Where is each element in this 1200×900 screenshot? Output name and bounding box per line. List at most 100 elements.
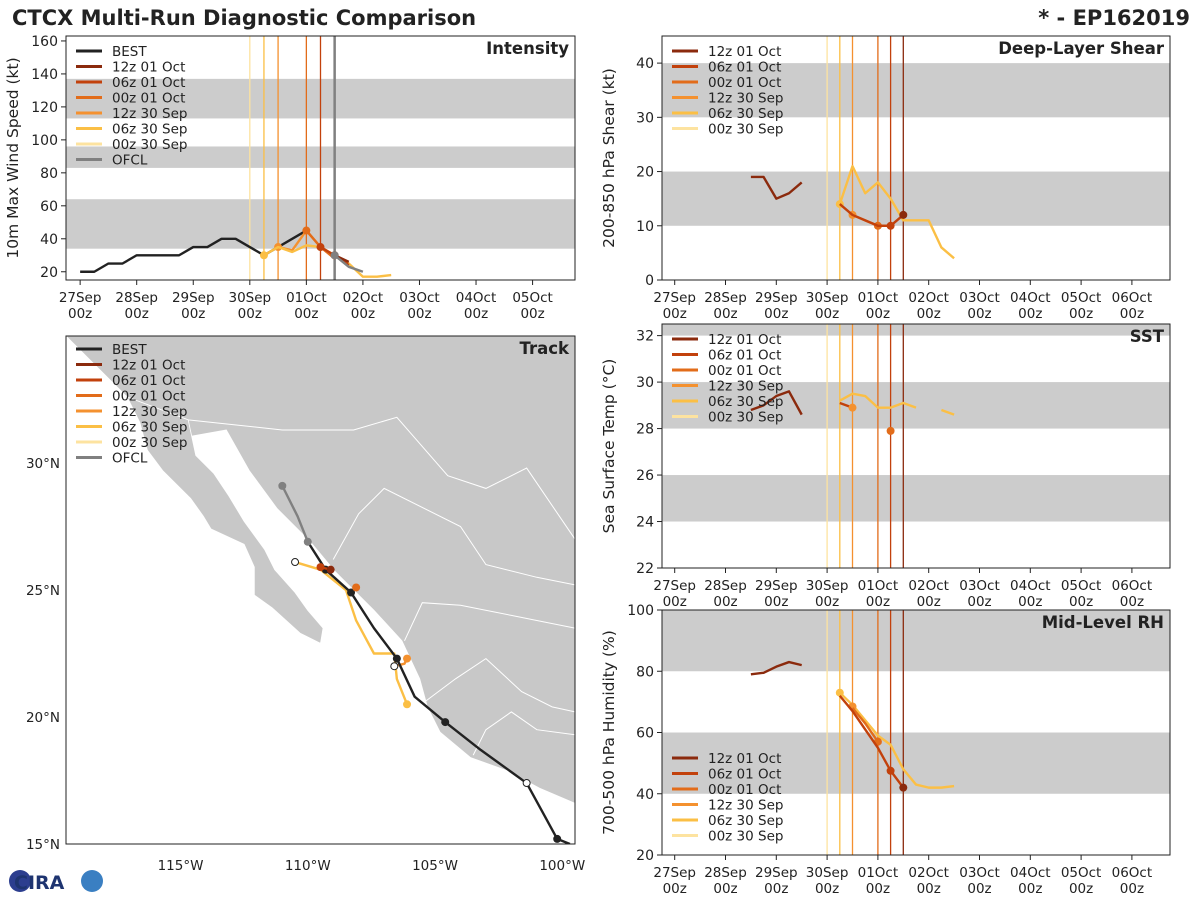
sst-ytick-label: 28	[636, 422, 654, 438]
shear-xtick-label: 00z	[1069, 306, 1093, 322]
sst-xtick-label: 04Oct	[1010, 578, 1051, 594]
intensity-ytick-label: 120	[31, 100, 58, 116]
track-state-border	[404, 602, 575, 642]
rh-xtick-label: 00z	[1120, 881, 1144, 897]
sst-plot-bg	[662, 324, 1170, 568]
shear-legend-label: 12z 01 Oct	[708, 44, 781, 60]
shear-ytick-label: 20	[636, 165, 654, 181]
track-legend-label: 06z 01 Oct	[112, 373, 185, 389]
intensity-plot-area	[66, 36, 575, 280]
intensity-ylabel: 10m Max Wind Speed (kt)	[4, 57, 22, 258]
rh-panel-label: Mid-Level RH	[1042, 613, 1164, 632]
sst-ytick-label: 22	[636, 561, 654, 577]
rh-series-line	[851, 707, 879, 743]
sst-ytick-label: 32	[636, 329, 654, 345]
sst-xtick-label: 28Sep	[704, 578, 747, 594]
sst-xtick-label: 27Sep	[653, 578, 696, 594]
sst-plot-area	[662, 324, 1170, 568]
sst-ylabel: Sea Surface Temp (°C)	[600, 359, 618, 534]
shear-series-marker	[899, 210, 908, 219]
track-land-baja	[126, 396, 324, 644]
rh-legend-label: 00z 01 Oct	[708, 782, 781, 798]
intensity-xtick-label: 00z	[407, 306, 431, 322]
sst-xtick-label: 03Oct	[959, 578, 1000, 594]
track-lat-label: 15°N	[26, 837, 60, 853]
shear-legend-label: 06z 01 Oct	[708, 60, 781, 76]
intensity-legend-label: 12z 01 Oct	[112, 60, 185, 76]
intensity-legend-label: OFCL	[112, 153, 148, 169]
intensity-xtick-label: 30Sep	[228, 290, 271, 306]
rh-xtick-label: 00z	[764, 881, 788, 897]
rh-ylabel: 700-500 hPa Humidity (%)	[600, 630, 618, 835]
sst-xtick-label: 00z	[713, 594, 737, 610]
sst-panel: 22242628303227Sep00z28Sep00z29Sep00z30Se…	[600, 323, 1171, 610]
rh-xtick-label: 00z	[967, 881, 991, 897]
rh-xtick-label: 00z	[1069, 881, 1093, 897]
intensity-legend-label: 00z 01 Oct	[112, 91, 185, 107]
intensity-legend-label: BEST	[112, 44, 147, 60]
track-legend-label: 00z 30 Sep	[112, 435, 187, 451]
sst-xtick-label: 00z	[1120, 594, 1144, 610]
track-marker	[352, 583, 361, 592]
shear-xtick-label: 00z	[1018, 306, 1042, 322]
sst-xtick-label: 00z	[815, 594, 839, 610]
rh-xtick-label: 27Sep	[653, 865, 696, 881]
track-legend-label: 00z 01 Oct	[112, 389, 185, 405]
track-lon-label: 110°W	[285, 858, 331, 874]
shear-xtick-label: 27Sep	[653, 290, 696, 306]
sst-legend-label: 06z 30 Sep	[708, 394, 783, 410]
sst-panel-label: SST	[1130, 327, 1165, 346]
rh-xtick-label: 00z	[866, 881, 890, 897]
intensity-ytick-label: 80	[40, 166, 58, 182]
sst-legend-label: 06z 01 Oct	[708, 348, 781, 364]
sst-series-line	[839, 392, 917, 409]
page-title: CTCX Multi-Run Diagnostic Comparison	[12, 6, 477, 30]
shear-legend-label: 06z 30 Sep	[708, 106, 783, 122]
intensity-xtick-label: 01Oct	[286, 290, 327, 306]
rh-legend-label: 12z 30 Sep	[708, 798, 783, 814]
rh-xtick-label: 00z	[713, 881, 737, 897]
sst-band	[662, 475, 1170, 522]
intensity-ytick-label: 160	[31, 34, 58, 50]
sst-xtick-label: 00z	[866, 594, 890, 610]
cira-logo: CIRA	[9, 870, 103, 894]
track-line	[281, 485, 309, 543]
shear-xtick-label: 01Oct	[858, 290, 899, 306]
intensity-ytick-label: 20	[40, 265, 58, 281]
shear-band	[662, 63, 1170, 118]
cira-logo-text: CIRA	[14, 872, 65, 894]
track-marker	[403, 654, 412, 663]
intensity-frame	[65, 35, 576, 281]
track-state-border	[188, 416, 575, 540]
sst-legend-label: 00z 30 Sep	[708, 410, 783, 426]
intensity-xtick-label: 00z	[238, 306, 262, 322]
track-legend-label: BEST	[112, 342, 147, 358]
rh-xtick-label: 30Sep	[806, 865, 849, 881]
shear-xtick-label: 00z	[967, 306, 991, 322]
shear-xtick-label: 04Oct	[1010, 290, 1051, 306]
shear-xtick-label: 00z	[663, 306, 687, 322]
sst-xtick-label: 29Sep	[755, 578, 798, 594]
track-legend-label: 06z 30 Sep	[112, 420, 187, 436]
shear-plot-area	[662, 36, 1170, 280]
intensity-panel-label: Intensity	[486, 39, 569, 58]
rh-legend-label: 06z 01 Oct	[708, 767, 781, 783]
track-marker	[392, 654, 401, 663]
track-marker	[278, 481, 287, 490]
shear-legend-label: 00z 01 Oct	[708, 75, 781, 91]
shear-xtick-label: 00z	[764, 306, 788, 322]
track-marker-open	[291, 558, 300, 567]
shear-panel-label: Deep-Layer Shear	[998, 39, 1165, 58]
intensity-xtick-label: 27Sep	[59, 290, 102, 306]
track-legend-label: 12z 01 Oct	[112, 358, 185, 374]
track-marker	[303, 537, 312, 546]
sst-series-line	[750, 390, 803, 416]
rh-xtick-label: 29Sep	[755, 865, 798, 881]
shear-xtick-label: 00z	[917, 306, 941, 322]
rh-xtick-label: 04Oct	[1010, 865, 1051, 881]
track-state-border	[332, 487, 575, 586]
track-line	[306, 541, 571, 844]
intensity-xtick-label: 00z	[351, 306, 375, 322]
intensity-series-marker	[259, 251, 268, 260]
